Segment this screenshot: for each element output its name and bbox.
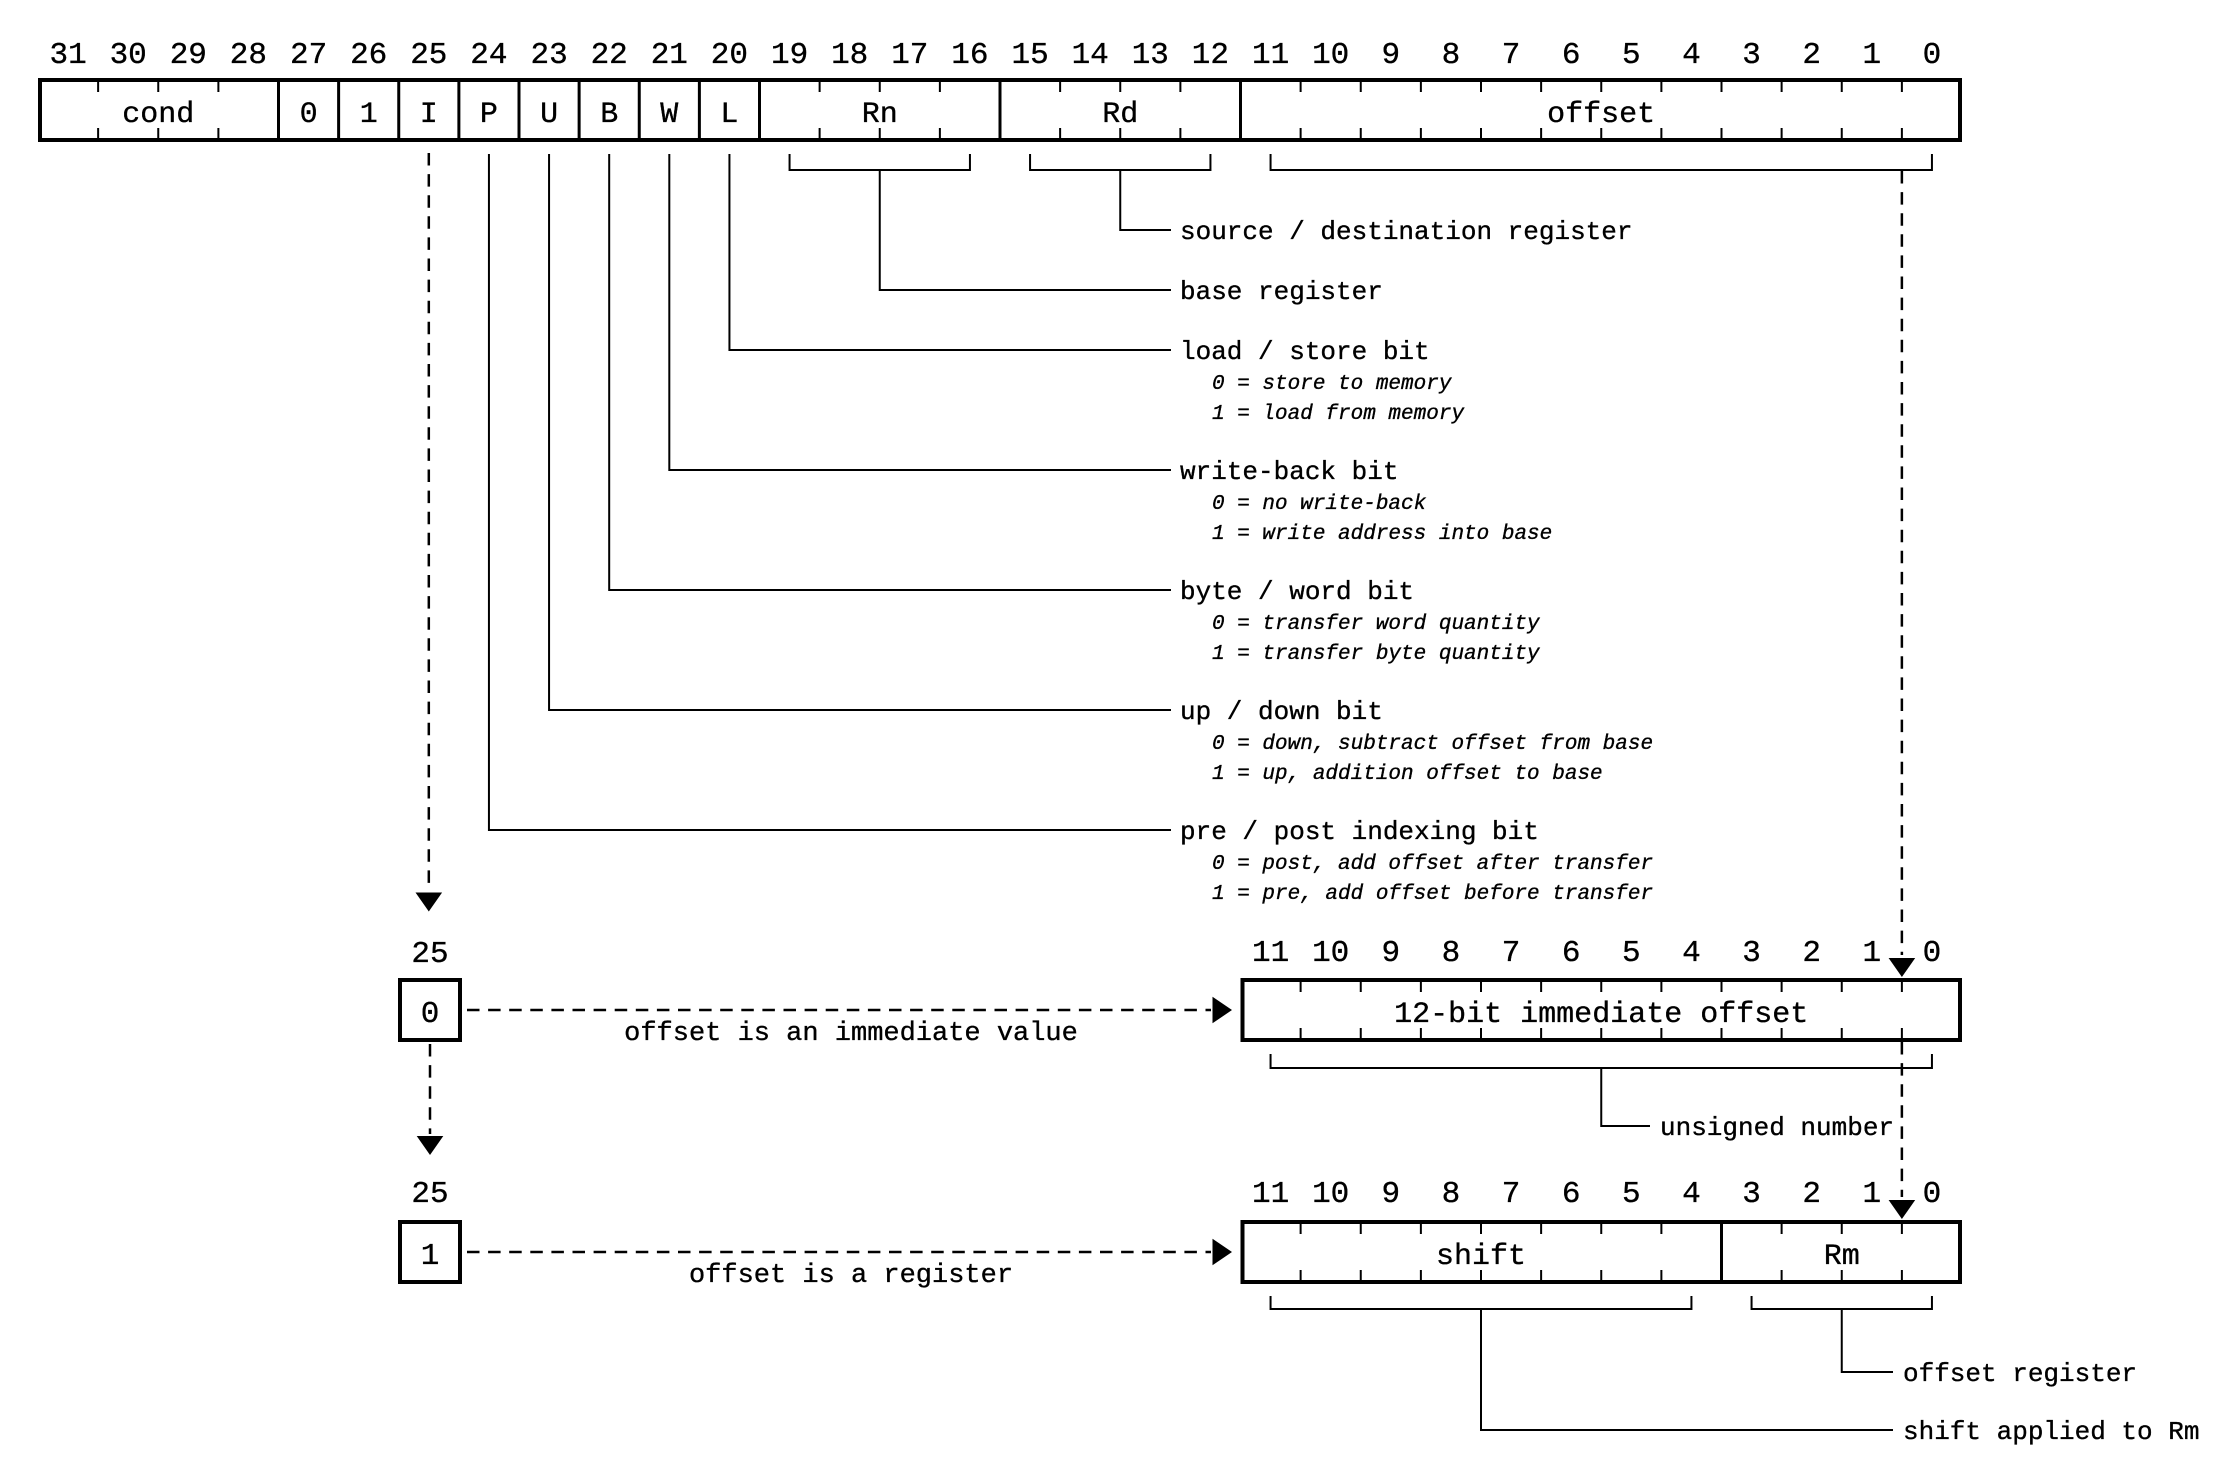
svg-text:6: 6 [1562,936,1581,971]
svg-text:1 = load from memory: 1 = load from memory [1212,403,1464,426]
svg-text:12: 12 [1192,38,1229,73]
svg-text:25: 25 [411,937,448,972]
svg-text:3: 3 [1742,936,1761,971]
svg-text:10: 10 [1312,936,1349,971]
svg-text:2: 2 [1802,1177,1821,1212]
svg-text:0 = down, subtract offset from: 0 = down, subtract offset from base [1212,733,1653,756]
svg-text:W: W [660,98,678,132]
svg-text:0 = transfer word quantity: 0 = transfer word quantity [1212,613,1540,636]
svg-text:offset register: offset register [1903,1359,2137,1389]
svg-text:27: 27 [290,38,327,73]
svg-text:24: 24 [470,38,507,73]
svg-text:19: 19 [771,38,808,73]
svg-text:5: 5 [1622,38,1641,73]
svg-text:15: 15 [1011,38,1048,73]
svg-text:11: 11 [1252,38,1289,73]
svg-text:3: 3 [1742,38,1761,73]
svg-text:0 = post, add offset after tra: 0 = post, add offset after transfer [1212,853,1653,876]
svg-text:31: 31 [49,38,86,73]
svg-text:17: 17 [891,38,928,73]
svg-text:30: 30 [110,38,147,73]
svg-text:11: 11 [1252,936,1289,971]
svg-text:12-bit immediate offset: 12-bit immediate offset [1394,998,1808,1032]
svg-text:25: 25 [410,38,447,73]
svg-text:1: 1 [421,1239,440,1274]
svg-text:shift applied to Rm: shift applied to Rm [1903,1417,2199,1447]
svg-text:11: 11 [1252,1177,1289,1212]
svg-text:7: 7 [1502,38,1521,73]
svg-text:7: 7 [1502,1177,1521,1212]
svg-text:4: 4 [1682,38,1701,73]
svg-text:0: 0 [1923,1177,1942,1212]
svg-text:5: 5 [1622,1177,1641,1212]
svg-text:cond: cond [122,98,194,132]
svg-text:source / destination register: source / destination register [1180,217,1632,247]
svg-text:29: 29 [170,38,207,73]
svg-text:26: 26 [350,38,387,73]
svg-text:1 = up, addition offset to bas: 1 = up, addition offset to base [1212,763,1603,786]
svg-text:6: 6 [1562,1177,1581,1212]
svg-text:28: 28 [230,38,267,73]
svg-text:U: U [540,98,558,132]
svg-text:23: 23 [530,38,567,73]
svg-text:18: 18 [831,38,868,73]
svg-text:byte / word bit: byte / word bit [1180,577,1414,607]
svg-text:shift: shift [1436,1240,1526,1274]
svg-text:base register: base register [1180,277,1383,307]
svg-text:9: 9 [1381,38,1400,73]
svg-text:21: 21 [651,38,688,73]
svg-text:0 = no write-back: 0 = no write-back [1212,493,1427,516]
svg-text:9: 9 [1381,1177,1400,1212]
svg-text:0: 0 [1923,936,1942,971]
svg-text:4: 4 [1682,936,1701,971]
svg-text:22: 22 [591,38,628,73]
svg-text:offset is a register: offset is a register [689,1261,1013,1291]
svg-text:8: 8 [1442,1177,1461,1212]
svg-text:0: 0 [1923,38,1942,73]
svg-text:P: P [480,98,498,132]
svg-text:unsigned number: unsigned number [1660,1113,1894,1143]
svg-text:Rd: Rd [1102,98,1138,132]
svg-text:4: 4 [1682,1177,1701,1212]
svg-text:1: 1 [1862,936,1881,971]
svg-text:25: 25 [411,1177,448,1212]
svg-text:I: I [420,98,438,132]
svg-text:Rm: Rm [1824,1240,1860,1274]
svg-text:0: 0 [421,997,440,1032]
svg-text:1 = write address into base: 1 = write address into base [1212,523,1552,546]
svg-text:1 = transfer byte quantity: 1 = transfer byte quantity [1212,643,1540,666]
svg-text:1 = pre, add offset before tra: 1 = pre, add offset before transfer [1212,883,1653,906]
svg-text:13: 13 [1132,38,1169,73]
svg-text:1: 1 [1862,38,1881,73]
svg-text:load / store bit: load / store bit [1180,337,1430,367]
svg-text:9: 9 [1381,936,1400,971]
svg-text:up / down bit: up / down bit [1180,697,1383,727]
svg-text:offset: offset [1547,98,1655,132]
svg-text:L: L [720,98,738,132]
svg-text:6: 6 [1562,38,1581,73]
svg-text:14: 14 [1072,38,1109,73]
svg-text:1: 1 [1862,1177,1881,1212]
svg-text:B: B [600,98,618,132]
svg-text:1: 1 [360,98,378,132]
svg-text:8: 8 [1442,38,1461,73]
svg-text:20: 20 [711,38,748,73]
svg-text:16: 16 [951,38,988,73]
svg-text:0 = store to memory: 0 = store to memory [1212,373,1452,396]
svg-text:0: 0 [300,98,318,132]
svg-text:2: 2 [1802,936,1821,971]
svg-text:10: 10 [1312,38,1349,73]
svg-text:10: 10 [1312,1177,1349,1212]
svg-text:pre / post indexing bit: pre / post indexing bit [1180,817,1539,847]
svg-text:7: 7 [1502,936,1521,971]
svg-text:8: 8 [1442,936,1461,971]
svg-text:write-back bit: write-back bit [1180,457,1398,487]
svg-text:offset is an immediate value: offset is an immediate value [624,1019,1078,1049]
svg-text:5: 5 [1622,936,1641,971]
svg-text:Rn: Rn [862,98,898,132]
svg-text:2: 2 [1802,38,1821,73]
svg-text:3: 3 [1742,1177,1761,1212]
